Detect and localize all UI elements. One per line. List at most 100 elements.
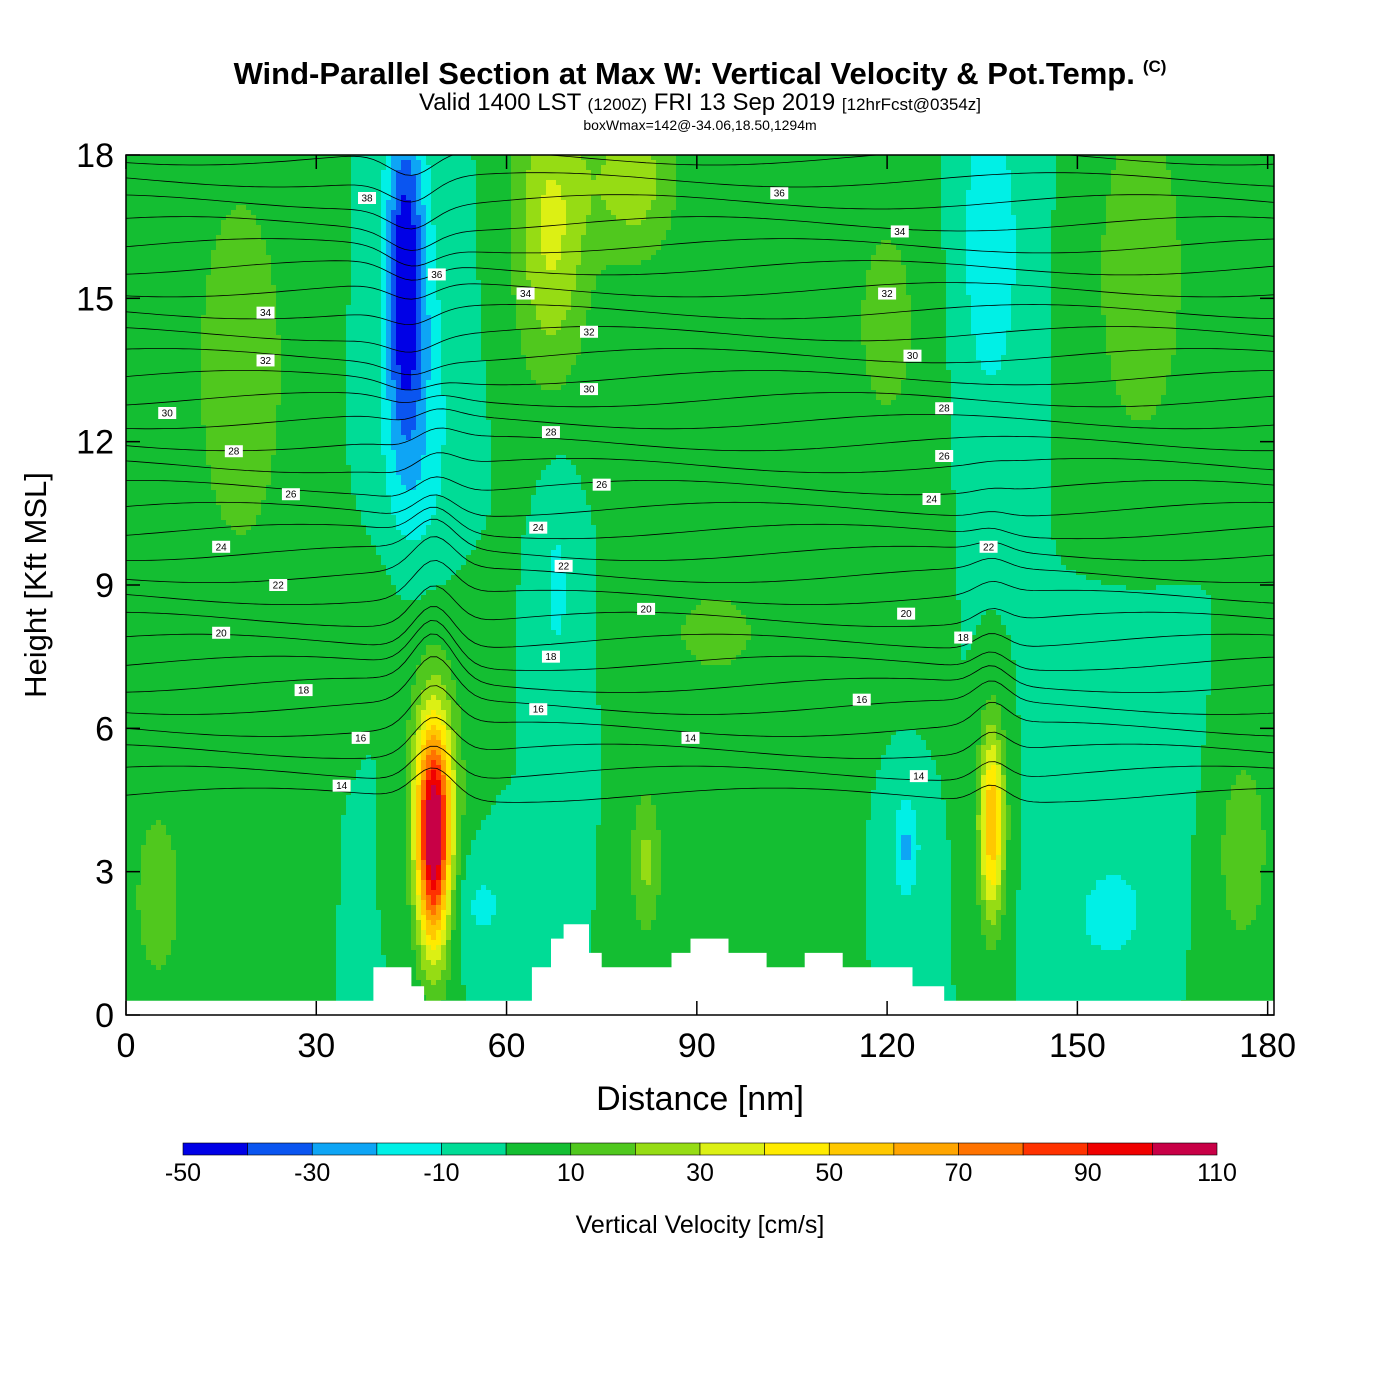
field-cell [256,830,262,836]
field-cell [161,995,167,1001]
field-cell [146,485,152,491]
field-cell [206,300,212,306]
field-cell [131,750,137,756]
field-cell [241,815,247,821]
field-cell [256,970,262,976]
field-cell [151,305,157,311]
field-cell [226,930,232,936]
field-cell [251,710,257,716]
field-cell [251,680,257,686]
field-cell [146,535,152,541]
field-cell [131,655,137,661]
field-cell [136,180,142,186]
field-cell [181,260,187,266]
field-cell [246,750,252,756]
field-cell [236,950,242,956]
field-cell [251,580,257,586]
field-cell [246,665,252,671]
field-cell [161,475,167,481]
field-cell [136,680,142,686]
field-cell [246,955,252,961]
field-cell [211,600,217,606]
field-cell [241,315,247,321]
field-cell [141,315,147,321]
field-cell [151,245,157,251]
field-cell [201,530,207,536]
field-cell [201,340,207,346]
field-cell [146,300,152,306]
field-cell [151,875,157,881]
field-cell [236,360,242,366]
field-cell [226,715,232,721]
field-cell [176,305,182,311]
field-cell [236,385,242,391]
field-cell [206,980,212,986]
field-cell [151,210,157,216]
field-cell [256,170,262,176]
field-cell [151,315,157,321]
field-cell [251,475,257,481]
field-cell [266,465,272,471]
field-cell [206,575,212,581]
field-cell [136,935,142,941]
field-cell [241,535,247,541]
field-cell [196,645,202,651]
field-cell [251,595,257,601]
field-cell [141,910,147,916]
field-cell [246,975,252,981]
field-cell [241,630,247,636]
field-cell [231,905,237,911]
field-cell [246,670,252,676]
field-cell [141,930,147,936]
field-cell [251,380,257,386]
field-cell [226,435,232,441]
field-cell [236,850,242,856]
field-cell [176,620,182,626]
field-cell [231,865,237,871]
field-cell [176,910,182,916]
field-cell [256,245,262,251]
field-cell [156,245,162,251]
field-cell [186,315,192,321]
field-cell [246,455,252,461]
field-cell [151,650,157,656]
field-cell [246,535,252,541]
field-cell [191,680,197,686]
field-cell [141,575,147,581]
field-cell [266,800,272,806]
field-cell [211,725,217,731]
field-cell [211,720,217,726]
field-cell [186,260,192,266]
field-cell [146,555,152,561]
field-cell [141,690,147,696]
field-cell [191,310,197,316]
field-cell [251,365,257,371]
field-cell [146,705,152,711]
field-cell [256,595,262,601]
field-cell [231,645,237,651]
field-cell [131,165,137,171]
field-cell [131,900,137,906]
field-cell [181,920,187,926]
field-cell [176,590,182,596]
field-cell [181,720,187,726]
field-cell [146,930,152,936]
field-cell [176,325,182,331]
field-cell [186,755,192,761]
field-cell [251,570,257,576]
field-cell [266,490,272,496]
field-cell [181,295,187,301]
field-cell [131,755,137,761]
field-cell [131,270,137,276]
field-cell [216,930,222,936]
field-cell [251,900,257,906]
field-cell [156,930,162,936]
field-cell [146,230,152,236]
field-cell [161,335,167,341]
field-cell [261,220,267,226]
field-cell [216,495,222,501]
field-cell [231,670,237,676]
field-cell [266,340,272,346]
field-cell [196,735,202,741]
field-cell [231,910,237,916]
